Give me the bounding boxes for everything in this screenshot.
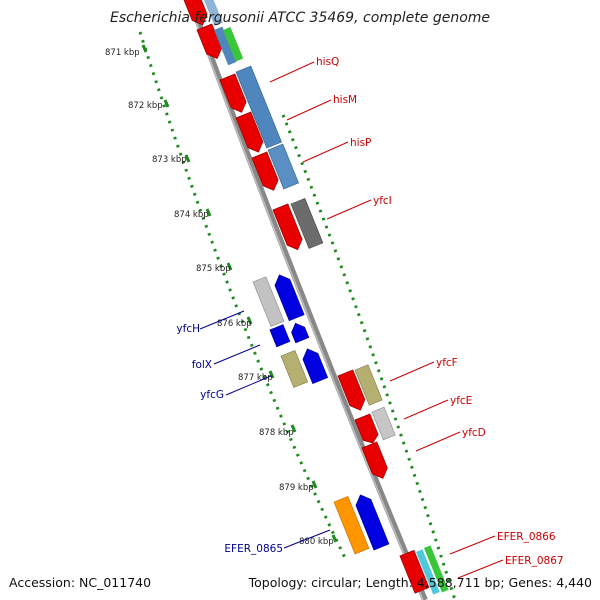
gene-block[interactable]	[416, 549, 440, 595]
gene-arrow[interactable]	[353, 492, 390, 551]
gene-arrow[interactable]	[196, 23, 225, 62]
gene-block[interactable]	[290, 197, 324, 249]
gene-arrow[interactable]	[219, 73, 249, 115]
gene-arrow[interactable]	[183, 0, 210, 28]
genome-summary: Topology: circular; Length: 4,588,711 bp…	[248, 575, 592, 590]
accession-text: Accession: NC_011740	[9, 575, 152, 590]
gene-block[interactable]	[424, 545, 449, 593]
reverse-leaders	[199, 310, 331, 549]
gene-label-yfcH[interactable]: yfcH	[176, 323, 200, 335]
gene-label-folX[interactable]: folX	[192, 359, 212, 371]
kbp-label: 880 kbp	[299, 537, 334, 547]
forward-leaders	[269, 61, 504, 579]
gene-arrow[interactable]	[300, 346, 329, 385]
gene-label-hisM[interactable]: hisM	[333, 94, 357, 106]
gene-label-hisP[interactable]: hisP	[350, 137, 371, 149]
gene-label-EFER_0867[interactable]: EFER_0867	[505, 555, 564, 567]
gene-block[interactable]	[235, 65, 282, 149]
gene-arrow[interactable]	[361, 441, 390, 481]
gene-block[interactable]	[223, 27, 244, 62]
gene-arrow[interactable]	[269, 324, 291, 348]
kbp-label: 874 kbp	[174, 210, 209, 220]
gene-block[interactable]	[204, 0, 223, 26]
kbp-label: 879 kbp	[279, 483, 314, 493]
gene-arrow[interactable]	[272, 272, 305, 322]
gene-arrow[interactable]	[399, 549, 430, 594]
genome-backbone	[187, 0, 428, 600]
gene-arrow[interactable]	[251, 151, 281, 193]
gene-block[interactable]	[267, 143, 299, 190]
kbp-label: 871 kbp	[105, 48, 140, 58]
gene-block[interactable]	[354, 364, 383, 406]
gene-arrow[interactable]	[272, 203, 305, 253]
kbp-label: 876 kbp	[217, 319, 252, 329]
kbp-label: 872 kbp	[128, 101, 163, 111]
major-ticks	[141, 44, 338, 543]
inner-tick-ring	[138, 31, 348, 561]
gene-label-yfcE[interactable]: yfcE	[450, 395, 472, 407]
gene-arrow[interactable]	[235, 111, 266, 155]
forward-genes	[183, 0, 449, 595]
kbp-label: 877 kbp	[238, 373, 273, 383]
genome-title: Escherichia fergusonii ATCC 35469, compl…	[109, 10, 491, 26]
gene-block[interactable]	[333, 495, 370, 555]
gene-arrow[interactable]	[354, 413, 380, 446]
gene-arrow[interactable]	[289, 321, 310, 344]
gene-label-yfcF[interactable]: yfcF	[436, 357, 458, 369]
gene-label-yfcI[interactable]: yfcI	[373, 195, 392, 207]
kbp-label: 873 kbp	[152, 155, 187, 165]
gene-block[interactable]	[280, 349, 309, 388]
reverse-genes	[252, 272, 390, 555]
gene-arrow[interactable]	[337, 369, 368, 413]
gene-label-EFER_0865[interactable]: EFER_0865	[224, 543, 283, 555]
gene-block[interactable]	[252, 276, 285, 327]
gene-label-yfcG[interactable]: yfcG	[200, 389, 224, 401]
gene-block[interactable]	[214, 26, 237, 66]
gene-block[interactable]	[371, 406, 396, 441]
gene-label-EFER_0866[interactable]: EFER_0866	[497, 531, 556, 543]
kbp-label: 875 kbp	[196, 264, 231, 274]
gene-label-yfcD[interactable]: yfcD	[462, 427, 486, 439]
gene-label-hisQ[interactable]: hisQ	[316, 56, 339, 68]
kbp-label: 878 kbp	[259, 428, 294, 438]
